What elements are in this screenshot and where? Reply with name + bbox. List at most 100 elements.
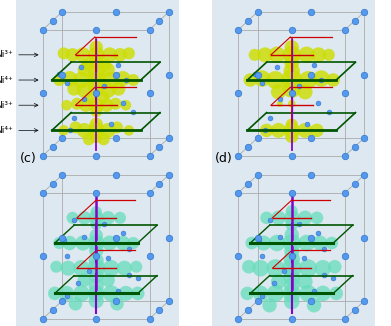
- Point: [78, 65, 84, 70]
- Circle shape: [298, 123, 312, 138]
- Circle shape: [88, 47, 104, 63]
- Circle shape: [101, 274, 115, 287]
- Circle shape: [84, 92, 96, 104]
- Point: [245, 144, 251, 149]
- Point: [361, 172, 368, 177]
- Circle shape: [102, 236, 117, 250]
- Point: [235, 190, 242, 195]
- Circle shape: [277, 101, 283, 107]
- Circle shape: [326, 73, 340, 87]
- Point: [361, 9, 368, 14]
- Point: [166, 9, 172, 14]
- Point: [259, 293, 265, 299]
- Circle shape: [267, 259, 284, 277]
- Circle shape: [116, 236, 130, 250]
- Point: [321, 247, 328, 252]
- Point: [361, 298, 368, 304]
- Circle shape: [89, 253, 104, 268]
- Circle shape: [73, 285, 90, 302]
- Point: [156, 307, 162, 312]
- Circle shape: [88, 79, 104, 96]
- Circle shape: [112, 82, 125, 96]
- Circle shape: [88, 235, 104, 251]
- Point: [342, 27, 348, 32]
- Point: [112, 298, 118, 304]
- Point: [289, 316, 295, 321]
- Circle shape: [300, 285, 317, 302]
- Circle shape: [315, 260, 331, 276]
- Point: [274, 65, 280, 70]
- Circle shape: [101, 123, 115, 138]
- Point: [308, 298, 314, 304]
- Circle shape: [271, 123, 286, 138]
- Point: [255, 72, 261, 78]
- Point: [342, 253, 348, 258]
- Circle shape: [50, 261, 62, 273]
- Point: [93, 90, 99, 95]
- Point: [49, 18, 56, 23]
- Circle shape: [267, 71, 284, 89]
- Point: [112, 135, 118, 141]
- Point: [259, 253, 265, 258]
- Point: [147, 316, 153, 321]
- Circle shape: [283, 63, 300, 79]
- Text: (a): (a): [20, 0, 37, 2]
- Point: [308, 9, 314, 14]
- Circle shape: [240, 287, 254, 300]
- Point: [59, 135, 65, 141]
- Circle shape: [260, 124, 273, 137]
- Circle shape: [81, 59, 93, 71]
- Text: (d): (d): [215, 152, 233, 165]
- Point: [166, 135, 172, 141]
- Circle shape: [88, 285, 104, 302]
- Point: [93, 316, 99, 321]
- Point: [112, 72, 118, 78]
- Point: [266, 218, 273, 223]
- Circle shape: [298, 84, 312, 99]
- Circle shape: [71, 98, 83, 110]
- Circle shape: [101, 83, 115, 98]
- Circle shape: [111, 122, 123, 133]
- Point: [166, 72, 172, 78]
- Point: [352, 181, 358, 186]
- Circle shape: [69, 297, 82, 310]
- Circle shape: [62, 71, 77, 86]
- Point: [63, 253, 70, 258]
- Point: [66, 128, 73, 133]
- Circle shape: [282, 259, 301, 278]
- Point: [303, 122, 310, 127]
- Point: [40, 90, 46, 95]
- Point: [61, 238, 67, 243]
- Point: [135, 276, 141, 281]
- Point: [308, 72, 314, 78]
- Circle shape: [284, 277, 300, 293]
- Point: [251, 71, 258, 76]
- Circle shape: [61, 261, 75, 275]
- Circle shape: [48, 287, 61, 300]
- Circle shape: [284, 294, 300, 309]
- Circle shape: [117, 261, 132, 275]
- Circle shape: [283, 80, 301, 98]
- Point: [342, 90, 348, 95]
- Circle shape: [78, 274, 91, 287]
- Point: [361, 72, 368, 78]
- Point: [308, 135, 314, 141]
- Circle shape: [89, 98, 104, 112]
- Text: Ni³⁺: Ni³⁺: [0, 50, 38, 59]
- Circle shape: [286, 119, 298, 130]
- Point: [63, 293, 70, 299]
- Circle shape: [282, 70, 302, 90]
- Point: [262, 128, 268, 133]
- Point: [315, 230, 321, 236]
- Circle shape: [90, 118, 103, 131]
- Circle shape: [283, 46, 301, 64]
- Circle shape: [87, 70, 106, 90]
- Point: [266, 115, 273, 120]
- Point: [63, 80, 70, 85]
- Circle shape: [298, 47, 315, 63]
- Point: [308, 172, 314, 177]
- Circle shape: [310, 124, 324, 137]
- Point: [115, 288, 122, 293]
- Point: [235, 253, 242, 258]
- Circle shape: [253, 286, 268, 301]
